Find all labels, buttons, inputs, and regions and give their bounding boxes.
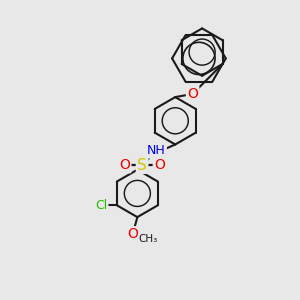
Text: O: O — [187, 87, 198, 101]
Text: CH₃: CH₃ — [139, 234, 158, 244]
Text: O: O — [119, 158, 130, 172]
Text: Cl: Cl — [95, 199, 107, 212]
Text: S: S — [137, 158, 147, 172]
Text: O: O — [127, 227, 138, 242]
Text: NH: NH — [147, 144, 166, 157]
Text: O: O — [154, 158, 165, 172]
